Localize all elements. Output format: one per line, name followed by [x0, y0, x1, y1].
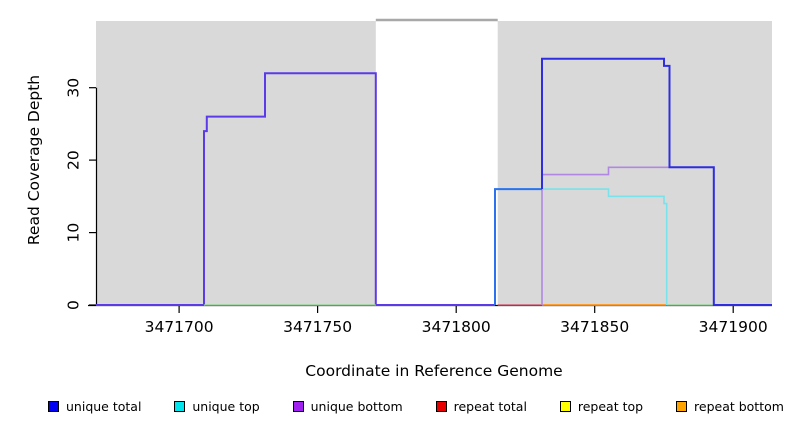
coverage-line-unique-total-plus-bottom-left-blend [96, 72, 495, 306]
x-tick-label: 3471800 [422, 318, 491, 336]
x-tick-label: 3471900 [699, 318, 768, 336]
x-axis-title: Coordinate in Reference Genome [305, 362, 563, 380]
legend-label: repeat total [453, 399, 527, 414]
legend-item-unique-top: unique top [174, 399, 260, 414]
x-tick-label: 3471850 [560, 318, 629, 336]
legend-label: repeat bottom [694, 399, 784, 414]
x-tick-label: 3471750 [283, 318, 352, 336]
legend-item-unique-total: unique total [48, 399, 141, 414]
legend-swatch-icon [559, 401, 571, 412]
legend-item-repeat-top: repeat top [559, 399, 644, 414]
legend-swatch-icon [48, 401, 59, 412]
y-tick-label: 20 [65, 150, 83, 170]
legend-swatch-icon [174, 401, 186, 412]
coverage-line-unique-total-right [541, 57, 772, 306]
coverage-line-unique-total-plus-top-blend-rise [494, 188, 542, 305]
x-tick-label: 3471700 [145, 318, 214, 336]
legend-swatch-icon [292, 401, 304, 412]
y-tick-label: 0 [65, 300, 83, 310]
legend-label: unique bottom [310, 399, 403, 414]
legend-item-unique-bottom: unique bottom [292, 399, 403, 414]
legend-swatch-icon [435, 401, 447, 412]
legend-label: repeat top [577, 399, 644, 414]
y-tick-label: 10 [65, 223, 83, 243]
coverage-line-unique-top-right [495, 188, 668, 305]
y-axis-title: Read Coverage Depth [25, 74, 43, 246]
legend-label: unique top [192, 399, 260, 414]
legend-label: unique total [66, 399, 142, 414]
legend-item-repeat-bottom: repeat bottom [676, 399, 784, 414]
highlight-region [96, 21, 376, 304]
legend-item-repeat-total: repeat total [435, 399, 527, 414]
legend-swatch-icon [676, 401, 688, 412]
y-tick-label: 30 [65, 78, 83, 98]
legend: unique total unique top unique bottom repea… [48, 399, 784, 414]
highlight-region [497, 21, 772, 304]
